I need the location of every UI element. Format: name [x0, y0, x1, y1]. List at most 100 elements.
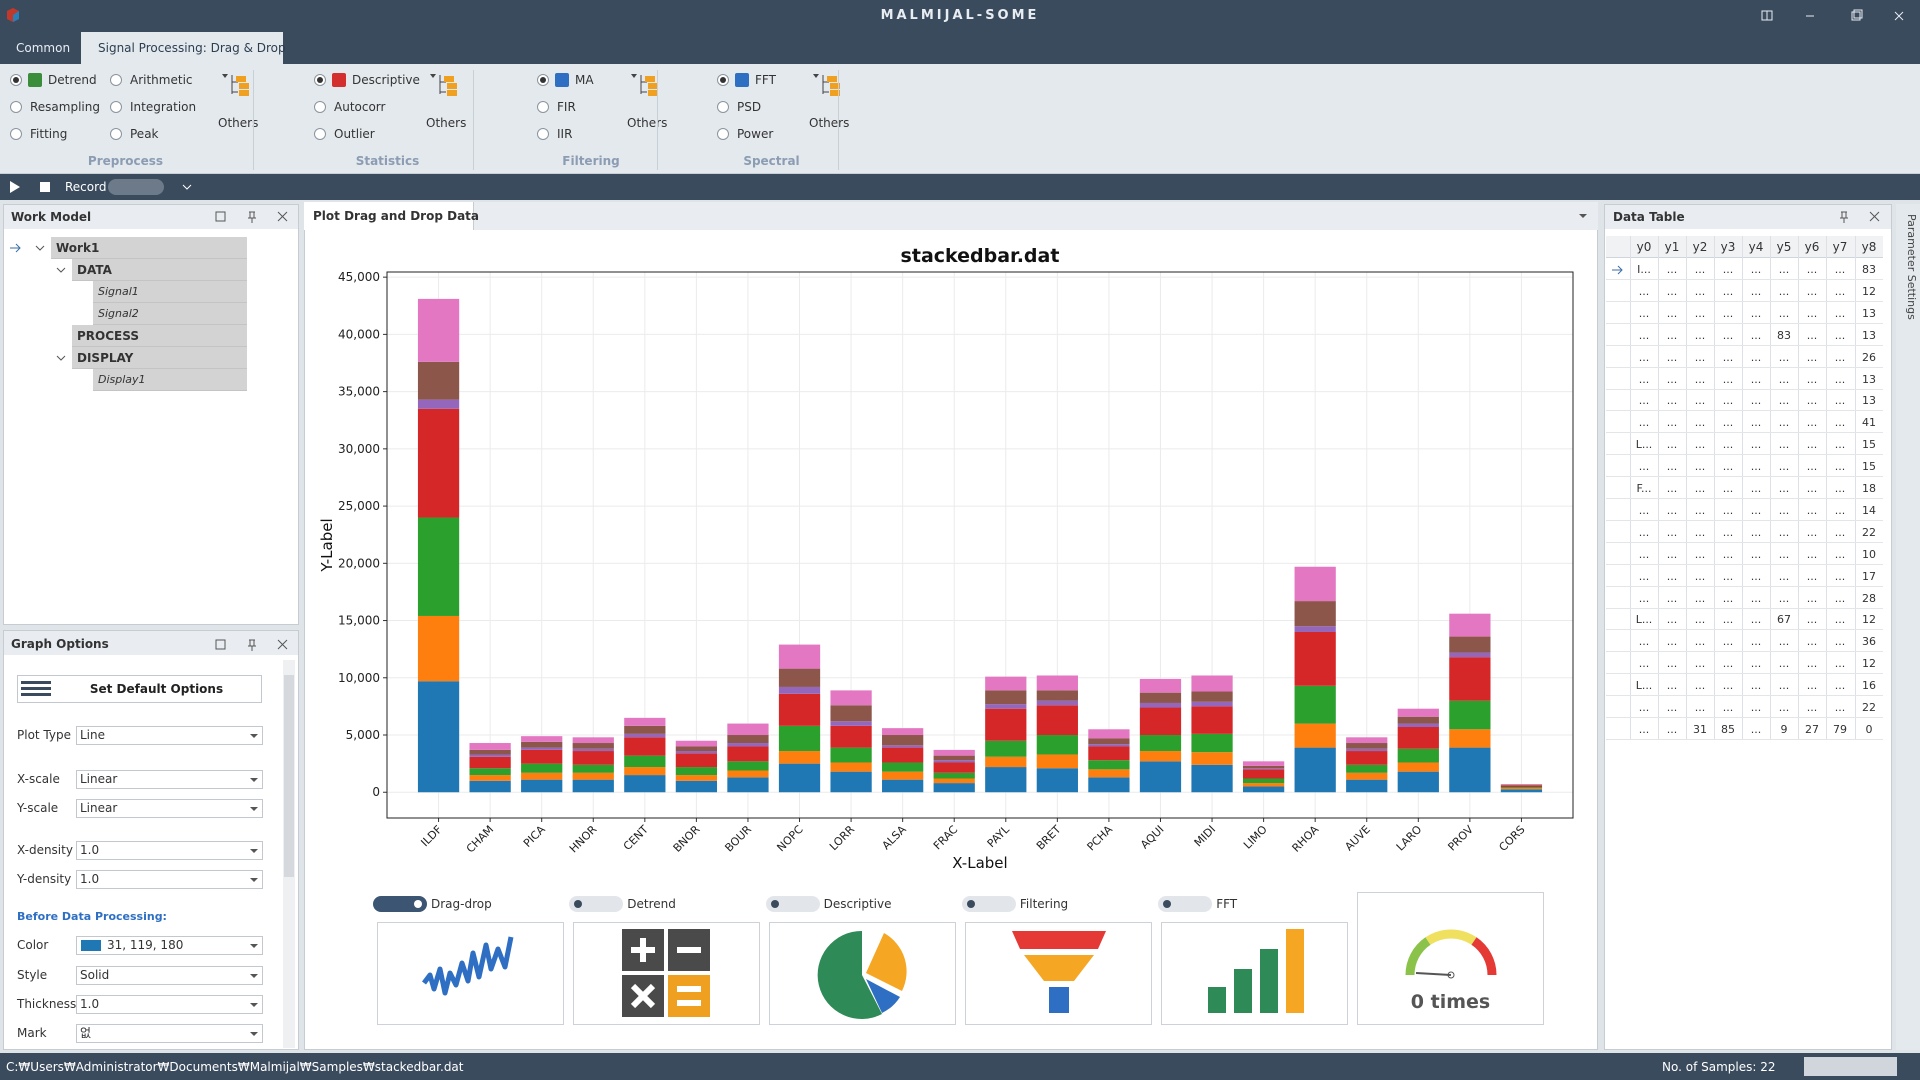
table-cell[interactable]: ... [1666, 547, 1678, 561]
ribbon-item[interactable]: MA [575, 73, 594, 87]
table-cell[interactable]: ... [1778, 438, 1790, 452]
column-header[interactable]: y4 [1748, 240, 1764, 254]
toggle-label[interactable]: Descriptive [823, 897, 892, 911]
table-cell[interactable]: 10 [1862, 547, 1876, 561]
table-cell[interactable]: ... [1778, 263, 1790, 276]
table-cell[interactable]: ... [1666, 284, 1678, 298]
field-value[interactable]: Linear [80, 772, 118, 786]
tree-node[interactable]: DATA [77, 263, 112, 277]
table-cell[interactable]: ... [1722, 394, 1734, 408]
table-cell[interactable]: ... [1666, 591, 1678, 605]
dropdown-caret[interactable] [250, 1031, 258, 1037]
others-label[interactable]: Others [218, 116, 259, 130]
table-cell[interactable]: ... [1694, 350, 1706, 364]
table-cell[interactable]: ... [1750, 460, 1762, 474]
status-zoom[interactable] [1804, 1057, 1897, 1076]
table-cell[interactable]: 13 [1862, 328, 1876, 342]
table-cell[interactable]: ... [1806, 416, 1818, 430]
table-cell[interactable]: ... [1750, 482, 1762, 495]
table-cell[interactable]: ... [1806, 569, 1818, 583]
table-cell[interactable]: ... [1694, 613, 1706, 627]
table-cell[interactable]: ... [1778, 547, 1790, 561]
table-cell[interactable]: ... [1778, 635, 1790, 649]
detrend-card[interactable] [573, 922, 760, 1025]
table-cell[interactable]: ... [1834, 438, 1846, 452]
pin-icon[interactable] [248, 211, 256, 223]
table-cell[interactable]: ... [1750, 328, 1762, 342]
dropdown[interactable] [76, 870, 263, 889]
table-cell[interactable]: ... [1694, 679, 1706, 693]
toggle[interactable] [961, 896, 1016, 912]
table-cell[interactable]: ... [1750, 679, 1762, 693]
table-cell[interactable]: ... [1834, 613, 1846, 627]
dropdown[interactable] [76, 726, 263, 745]
toggle-label[interactable]: Detrend [627, 897, 676, 911]
others-label[interactable]: Others [426, 116, 467, 130]
radio[interactable] [717, 128, 729, 140]
table-cell[interactable]: ... [1778, 591, 1790, 605]
table-cell[interactable]: ... [1806, 525, 1818, 539]
table-cell[interactable]: ... [1750, 438, 1762, 452]
table-cell[interactable]: ... [1806, 284, 1818, 298]
tab[interactable]: Common [16, 41, 71, 55]
dropdown-caret[interactable] [250, 733, 258, 739]
table-cell[interactable]: ... [1722, 416, 1734, 430]
table-cell[interactable]: ... [1694, 503, 1706, 517]
table-cell[interactable]: ... [1806, 657, 1818, 671]
table-cell[interactable]: ... [1666, 306, 1678, 320]
table-cell[interactable]: ... [1778, 350, 1790, 364]
table-cell[interactable]: ... [1834, 328, 1846, 342]
dropdown[interactable] [76, 770, 263, 789]
table-cell[interactable]: 9 [1780, 722, 1788, 736]
table-cell[interactable]: ... [1778, 503, 1790, 517]
table-cell[interactable]: ... [1806, 328, 1818, 342]
table-cell[interactable]: ... [1722, 438, 1734, 452]
table-cell[interactable]: ... [1834, 372, 1846, 386]
table-cell[interactable]: ... [1666, 701, 1678, 714]
pin-icon[interactable] [1840, 211, 1848, 223]
table-cell[interactable]: ... [1666, 350, 1678, 364]
field-value[interactable]: Solid [80, 968, 110, 982]
tree-toggle[interactable] [35, 245, 45, 253]
others-icon[interactable] [222, 72, 252, 100]
table-cell[interactable]: ... [1638, 701, 1650, 714]
table-cell[interactable]: ... [1722, 328, 1734, 342]
table-cell[interactable]: ... [1694, 460, 1706, 474]
table-cell[interactable]: ... [1722, 657, 1734, 671]
radio[interactable] [314, 101, 326, 113]
ribbon-item[interactable]: Outlier [334, 127, 375, 141]
table-cell[interactable]: 12 [1862, 613, 1876, 627]
table-cell[interactable]: ... [1638, 306, 1650, 320]
close-icon[interactable] [277, 639, 288, 650]
table-cell[interactable]: ... [1778, 679, 1790, 693]
table-cell[interactable]: ... [1722, 525, 1734, 539]
table-cell[interactable]: 83 [1777, 328, 1791, 342]
table-cell[interactable]: ... [1750, 569, 1762, 583]
column-header[interactable]: y6 [1804, 240, 1820, 254]
table-cell[interactable]: ... [1750, 547, 1762, 561]
table-cell[interactable]: ... [1694, 657, 1706, 671]
table-cell[interactable]: ... [1638, 569, 1650, 583]
table-cell[interactable]: ... [1834, 569, 1846, 583]
column-header[interactable]: y8 [1861, 240, 1877, 254]
table-cell[interactable]: 36 [1862, 635, 1876, 649]
table-cell[interactable]: ... [1778, 482, 1790, 495]
table-cell[interactable]: 28 [1862, 591, 1876, 605]
table-cell[interactable]: ... [1750, 284, 1762, 298]
table-cell[interactable]: ... [1750, 263, 1762, 276]
ribbon-item[interactable]: FFT [755, 73, 776, 87]
table-cell[interactable]: ... [1638, 328, 1650, 342]
table-cell[interactable]: ... [1722, 503, 1734, 517]
table-cell[interactable]: ... [1638, 284, 1650, 298]
radio[interactable] [110, 128, 122, 140]
table-cell[interactable]: ... [1638, 547, 1650, 561]
play-stop[interactable] [8, 180, 58, 194]
dropdown-caret[interactable] [250, 1002, 258, 1008]
field-value[interactable]: 1.0 [80, 872, 100, 886]
table-cell[interactable]: ... [1750, 591, 1762, 605]
table-cell[interactable]: ... [1666, 482, 1678, 495]
panel-controls[interactable] [214, 210, 294, 224]
table-cell[interactable]: ... [1806, 482, 1818, 495]
table-cell[interactable]: ... [1694, 416, 1706, 430]
table-cell[interactable]: ... [1806, 350, 1818, 364]
